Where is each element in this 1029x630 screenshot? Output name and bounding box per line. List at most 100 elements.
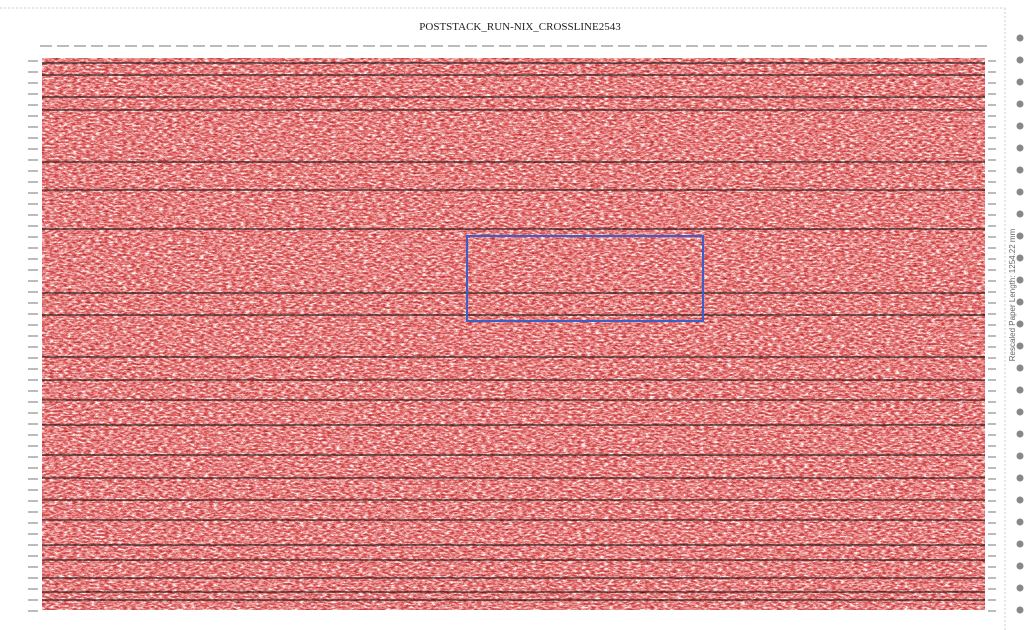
tick-mark xyxy=(988,489,996,491)
feed-hole xyxy=(1017,57,1024,64)
tick-mark xyxy=(28,104,38,106)
tick-mark xyxy=(988,522,996,524)
tick-mark xyxy=(397,45,409,47)
tick-mark xyxy=(703,45,715,47)
side-note: Rescaled Paper Length: 1254.22 mm xyxy=(1008,228,1017,361)
feed-hole xyxy=(1017,541,1024,548)
tick-mark xyxy=(28,159,38,161)
tick-mark xyxy=(988,379,996,381)
tick-mark xyxy=(822,45,834,47)
tick-mark xyxy=(988,599,996,601)
tick-mark xyxy=(567,45,579,47)
tick-mark xyxy=(988,214,996,216)
tick-mark xyxy=(346,45,358,47)
tick-mark xyxy=(28,423,38,425)
tick-mark xyxy=(28,357,38,359)
tick-mark xyxy=(28,324,38,326)
tick-mark xyxy=(227,45,239,47)
tick-mark xyxy=(499,45,511,47)
tick-mark xyxy=(28,390,38,392)
tick-mark xyxy=(125,45,137,47)
tick-mark xyxy=(193,45,205,47)
feed-hole xyxy=(1017,211,1024,218)
tick-mark xyxy=(988,566,996,568)
tick-mark xyxy=(988,423,996,425)
tick-mark xyxy=(988,148,996,150)
feed-hole xyxy=(1017,189,1024,196)
page: POSTSTACK_RUN-NIX_CROSSLINE2543 Rescaled… xyxy=(0,0,1029,630)
tick-mark xyxy=(28,500,38,502)
tick-mark xyxy=(988,159,996,161)
tick-mark xyxy=(988,368,996,370)
tick-mark xyxy=(28,225,38,227)
tick-mark xyxy=(28,412,38,414)
tick-mark xyxy=(988,401,996,403)
tick-mark xyxy=(988,236,996,238)
tick-mark xyxy=(788,45,800,47)
tick-mark xyxy=(988,181,996,183)
tick-mark xyxy=(988,390,996,392)
tick-mark xyxy=(28,379,38,381)
tick-mark xyxy=(988,302,996,304)
tick-mark xyxy=(550,45,562,47)
tick-mark xyxy=(176,45,188,47)
tick-mark xyxy=(465,45,477,47)
feed-hole xyxy=(1017,299,1024,306)
feed-hole xyxy=(1017,145,1024,152)
tick-mark xyxy=(988,511,996,513)
tick-mark xyxy=(28,258,38,260)
tick-mark xyxy=(28,192,38,194)
tick-mark xyxy=(28,456,38,458)
feed-hole xyxy=(1017,563,1024,570)
tick-mark xyxy=(363,45,375,47)
tick-mark xyxy=(28,269,38,271)
tick-mark xyxy=(28,170,38,172)
tick-mark xyxy=(669,45,681,47)
tick-mark xyxy=(28,115,38,117)
tick-mark xyxy=(988,533,996,535)
tick-mark xyxy=(988,456,996,458)
tick-mark xyxy=(988,357,996,359)
tick-mark xyxy=(28,181,38,183)
tick-mark xyxy=(988,588,996,590)
tick-mark xyxy=(57,45,69,47)
feed-hole xyxy=(1017,431,1024,438)
tick-mark xyxy=(533,45,545,47)
tick-mark xyxy=(988,412,996,414)
tick-mark xyxy=(482,45,494,47)
feed-hole xyxy=(1017,519,1024,526)
tick-mark xyxy=(28,489,38,491)
tick-mark xyxy=(988,247,996,249)
feed-hole xyxy=(1017,475,1024,482)
tick-mark xyxy=(28,533,38,535)
tick-mark xyxy=(210,45,222,47)
tick-mark xyxy=(737,45,749,47)
tick-mark xyxy=(754,45,766,47)
tick-mark xyxy=(686,45,698,47)
tick-mark xyxy=(988,126,996,128)
tick-mark xyxy=(988,313,996,315)
tick-mark xyxy=(28,522,38,524)
tick-mark xyxy=(28,434,38,436)
tick-mark xyxy=(431,45,443,47)
feed-hole xyxy=(1017,387,1024,394)
tick-mark xyxy=(380,45,392,47)
tick-mark xyxy=(28,478,38,480)
feed-hole xyxy=(1017,343,1024,350)
tick-mark xyxy=(28,401,38,403)
feed-hole xyxy=(1017,79,1024,86)
tick-mark xyxy=(414,45,426,47)
tick-mark xyxy=(159,45,171,47)
tick-mark xyxy=(988,104,996,106)
tick-mark xyxy=(28,214,38,216)
tick-mark xyxy=(74,45,86,47)
tick-mark xyxy=(988,192,996,194)
tick-mark xyxy=(312,45,324,47)
tick-mark xyxy=(988,115,996,117)
tick-mark xyxy=(958,45,970,47)
tick-mark xyxy=(988,258,996,260)
tick-mark xyxy=(988,500,996,502)
feed-hole xyxy=(1017,101,1024,108)
feed-hole xyxy=(1017,255,1024,262)
tick-mark xyxy=(856,45,868,47)
